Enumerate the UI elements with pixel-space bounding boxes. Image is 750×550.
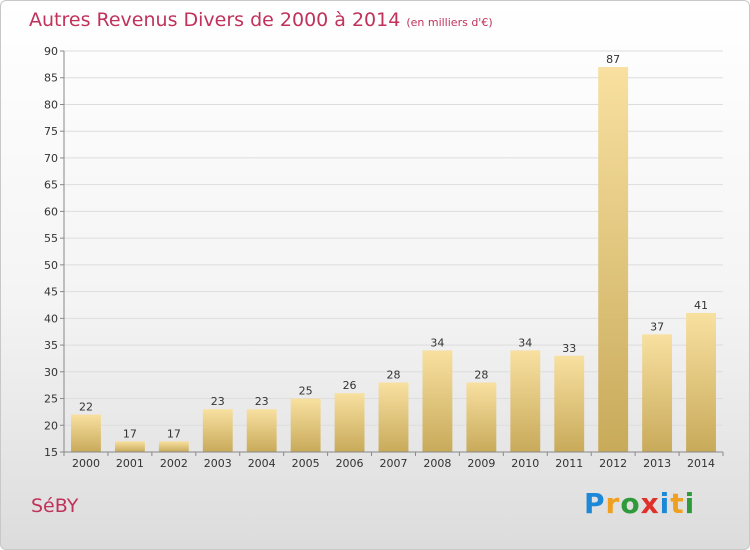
- y-tick-label: 15: [44, 446, 58, 459]
- bar-layer: [71, 67, 716, 452]
- bar-value-label: 26: [343, 379, 357, 392]
- y-tick-label: 30: [44, 366, 58, 379]
- bar: [71, 414, 101, 452]
- bar-value-label: 23: [255, 395, 269, 408]
- bar: [598, 67, 629, 452]
- logo-letter: x: [640, 487, 660, 520]
- bar-value-label: 25: [299, 385, 313, 398]
- bar-value-label: 33: [562, 342, 576, 355]
- x-tick-label: 2001: [116, 457, 144, 470]
- x-tick-label: 2003: [204, 457, 232, 470]
- logo-letter: P: [584, 487, 606, 520]
- axis-layer: 15 20 25 30 35 40 45 50 55 60 65 70 75 80 85 90 2000 2001…: [44, 45, 724, 470]
- bar-value-label: 17: [123, 427, 137, 440]
- bar: [202, 409, 233, 452]
- logo-letter: t: [670, 487, 685, 520]
- x-tick-label: 2007: [380, 457, 408, 470]
- x-tick-label: 2011: [555, 457, 583, 470]
- x-tick-label: 2005: [292, 457, 320, 470]
- bar: [246, 409, 277, 452]
- bar: [114, 441, 145, 452]
- bar: [510, 350, 541, 452]
- logo-letter: i: [684, 487, 696, 520]
- bar-value-label: 34: [518, 336, 532, 349]
- bar-value-label: 28: [474, 368, 488, 381]
- bar: [290, 398, 321, 452]
- x-tick-label: 2004: [248, 457, 276, 470]
- x-tick-label: 2002: [160, 457, 188, 470]
- proxiti-logo: Proxiti: [584, 487, 695, 520]
- y-tick-label: 85: [44, 72, 58, 85]
- x-tick-label: 2014: [687, 457, 715, 470]
- y-tick-label: 50: [44, 259, 58, 272]
- y-tick-label: 40: [44, 312, 58, 325]
- chart-title-text: Autres Revenus Divers de 2000 à 2014: [29, 9, 401, 31]
- bar-value-label: 37: [650, 320, 664, 333]
- bar-value-label: 17: [167, 427, 181, 440]
- logo-letter: o: [620, 487, 641, 520]
- bar: [334, 393, 365, 452]
- x-tick-label: 2000: [72, 457, 100, 470]
- x-tick-label: 2012: [599, 457, 627, 470]
- x-tick-label: 2008: [423, 457, 451, 470]
- logo-letter: i: [659, 487, 671, 520]
- y-tick-label: 80: [44, 98, 58, 111]
- y-tick-label: 45: [44, 286, 58, 299]
- x-tick-label: 2013: [643, 457, 671, 470]
- bar-value-label: 34: [430, 336, 444, 349]
- bar-value-label: 28: [387, 368, 401, 381]
- bar-value-label: 41: [694, 299, 708, 312]
- y-tick-label: 70: [44, 152, 58, 165]
- y-tick-label: 65: [44, 179, 58, 192]
- bar: [642, 334, 673, 452]
- bar-value-label: 22: [79, 401, 93, 414]
- chart-title: Autres Revenus Divers de 2000 à 2014 (en …: [29, 9, 493, 31]
- y-tick-label: 75: [44, 125, 58, 138]
- x-tick-label: 2009: [467, 457, 495, 470]
- y-tick-label: 35: [44, 339, 58, 352]
- bar: [554, 355, 585, 452]
- y-tick-label: 90: [44, 45, 58, 58]
- chart-subtitle: (en milliers d'€): [406, 16, 493, 29]
- logo-letter: r: [605, 487, 621, 520]
- y-tick-label: 60: [44, 205, 58, 218]
- bar: [466, 382, 497, 452]
- y-tick-label: 20: [44, 419, 58, 432]
- y-tick-label: 55: [44, 232, 58, 245]
- bar: [158, 441, 189, 452]
- x-tick-label: 2006: [336, 457, 364, 470]
- bar-value-label: 23: [211, 395, 225, 408]
- town-name: SéBY: [31, 495, 79, 517]
- bar: [378, 382, 409, 452]
- bar-value-label: 87: [606, 53, 620, 66]
- bar: [422, 350, 453, 452]
- label-layer: 22 17 17 23 23 25 26 28 34 28 34 33 87 37 41: [79, 53, 708, 440]
- bar: [686, 312, 716, 452]
- y-tick-label: 25: [44, 393, 58, 406]
- x-tick-label: 2010: [511, 457, 539, 470]
